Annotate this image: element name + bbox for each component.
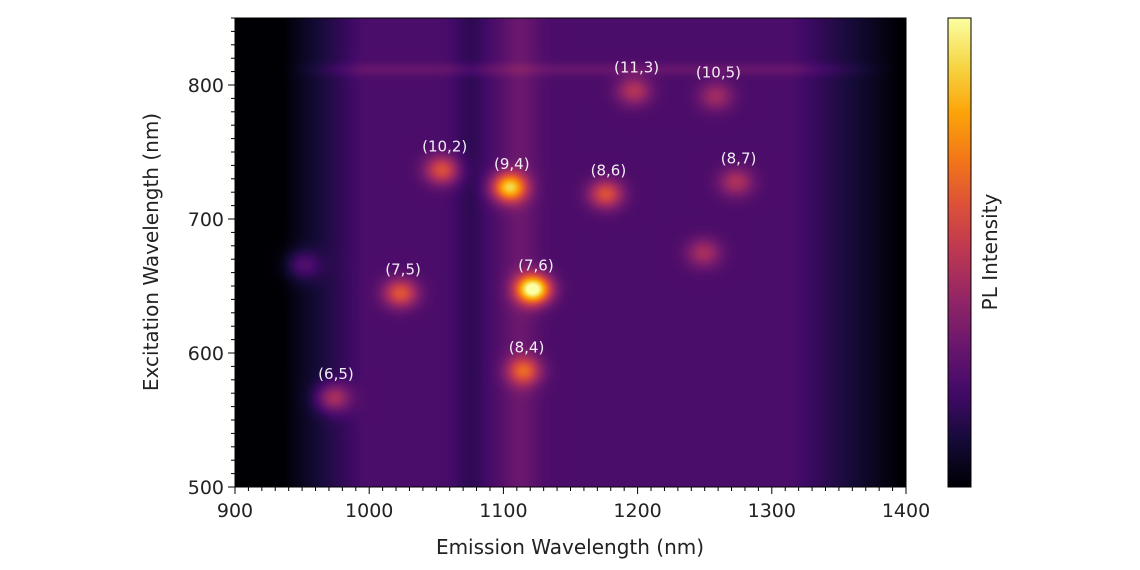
peak-label: (7,6)	[518, 257, 554, 275]
peak-marker	[531, 287, 535, 291]
x-tick-label: 1200	[613, 500, 661, 522]
peak-label: (8,4)	[509, 338, 545, 356]
x-tick-label: 1100	[479, 500, 527, 522]
peak-label: (8,7)	[721, 149, 757, 167]
peak-marker	[522, 368, 526, 372]
x-tick-label: 1400	[882, 500, 930, 522]
x-axis-label: Emission Wavelength (nm)	[436, 535, 704, 559]
plot-frame	[234, 17, 907, 488]
y-axis-label: Excitation Wavelength (nm)	[139, 113, 163, 391]
peak-marker	[440, 167, 444, 171]
peak-label: (10,2)	[422, 137, 467, 155]
x-tick-label: 1000	[345, 500, 393, 522]
y-tick-label: 500	[188, 477, 224, 499]
peak-marker	[507, 185, 511, 189]
colorbar-frame	[947, 17, 972, 488]
y-tick-label: 800	[188, 75, 224, 97]
heatmap-image	[235, 18, 906, 487]
y-tick-label: 600	[188, 343, 224, 365]
peak-marker	[603, 192, 607, 196]
peak-label: (11,3)	[614, 58, 659, 76]
peak-marker	[398, 291, 402, 295]
peak-label: (6,5)	[318, 365, 354, 383]
x-tick-label: 900	[217, 500, 253, 522]
peak-marker	[713, 94, 717, 98]
peak-label: (9,4)	[494, 155, 530, 173]
y-tick-label: 700	[188, 209, 224, 231]
peak-marker	[331, 395, 335, 399]
peak-label: (8,6)	[591, 162, 627, 180]
x-tick-label: 1300	[748, 500, 796, 522]
colorbar	[948, 18, 971, 487]
peak-label: (7,5)	[385, 261, 421, 279]
colorbar-label: PL Intensity	[978, 194, 1002, 311]
peak-label: (10,5)	[696, 64, 741, 82]
peak-marker	[701, 251, 705, 255]
peak-marker	[300, 263, 304, 267]
peak-marker	[632, 88, 636, 92]
peak-marker	[734, 179, 738, 183]
